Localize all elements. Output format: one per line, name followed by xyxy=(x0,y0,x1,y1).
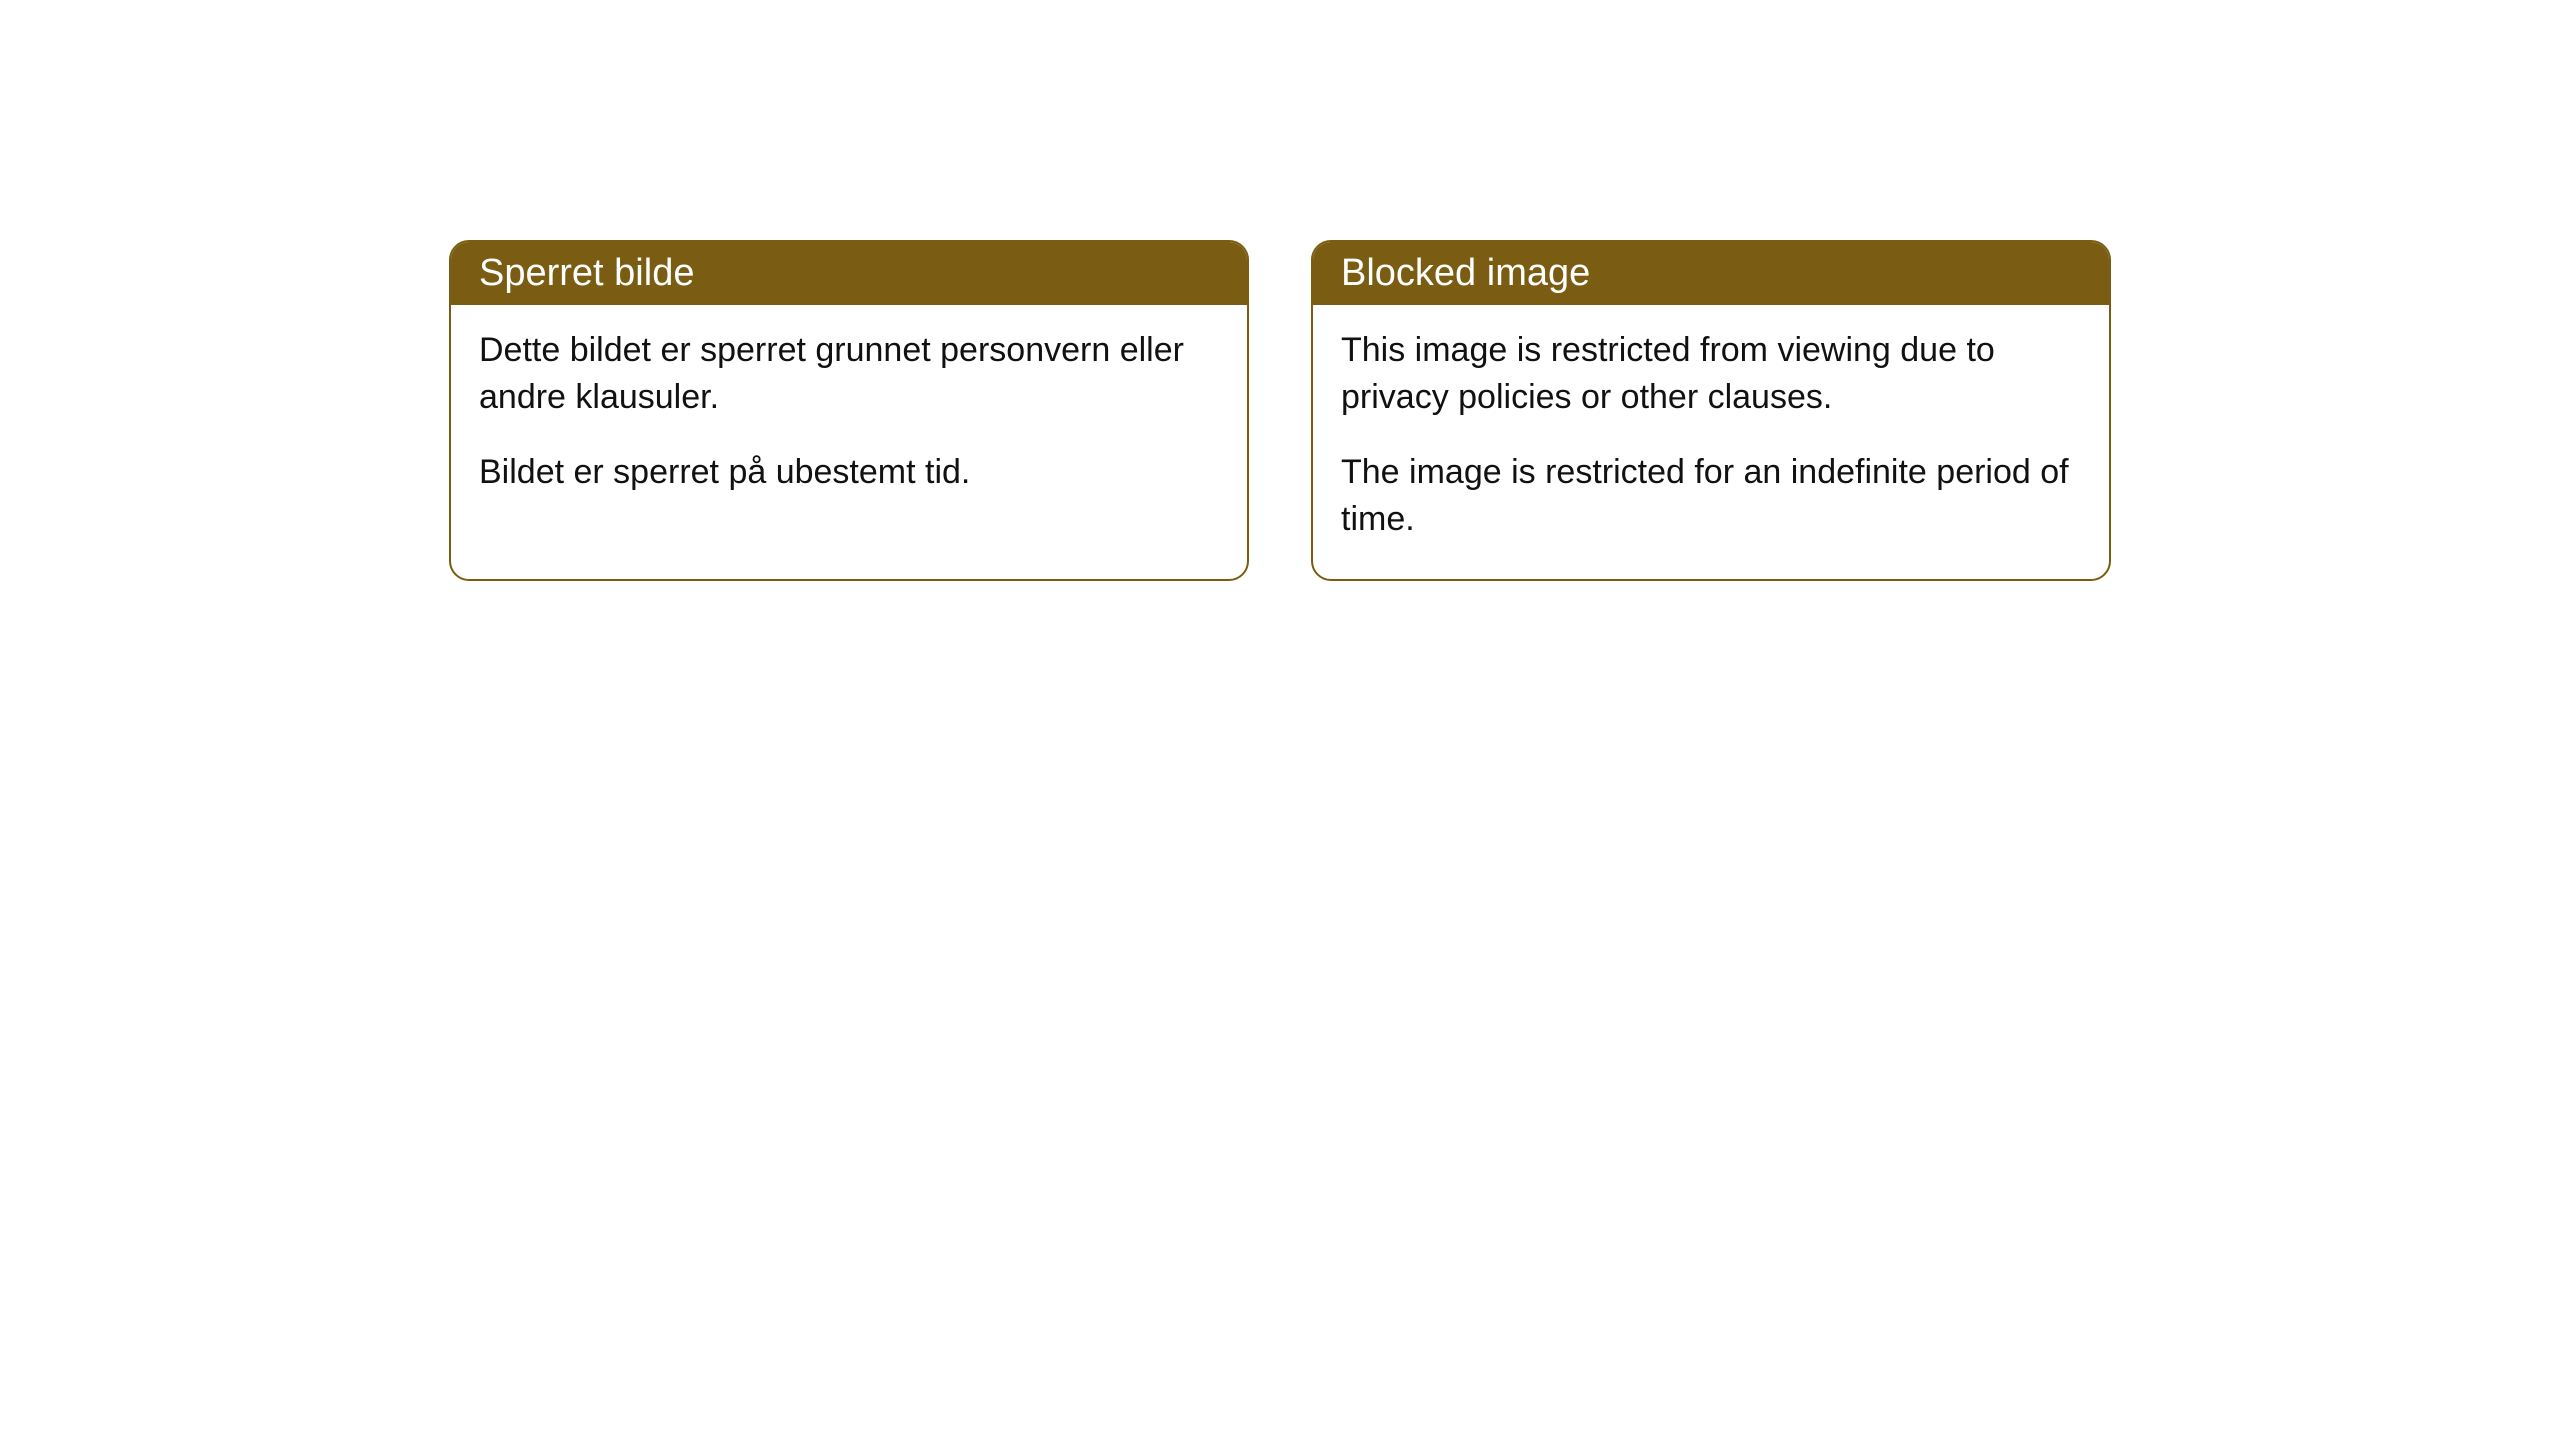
card-paragraph: Bildet er sperret på ubestemt tid. xyxy=(479,449,1219,496)
blocked-image-card-en: Blocked image This image is restricted f… xyxy=(1311,240,2111,581)
card-body-en: This image is restricted from viewing du… xyxy=(1313,305,2109,579)
card-header-no: Sperret bilde xyxy=(451,242,1247,305)
cards-container: Sperret bilde Dette bildet er sperret gr… xyxy=(0,240,2560,581)
card-paragraph: Dette bildet er sperret grunnet personve… xyxy=(479,327,1219,421)
card-paragraph: The image is restricted for an indefinit… xyxy=(1341,449,2081,543)
card-header-en: Blocked image xyxy=(1313,242,2109,305)
blocked-image-card-no: Sperret bilde Dette bildet er sperret gr… xyxy=(449,240,1249,581)
card-paragraph: This image is restricted from viewing du… xyxy=(1341,327,2081,421)
card-body-no: Dette bildet er sperret grunnet personve… xyxy=(451,305,1247,532)
